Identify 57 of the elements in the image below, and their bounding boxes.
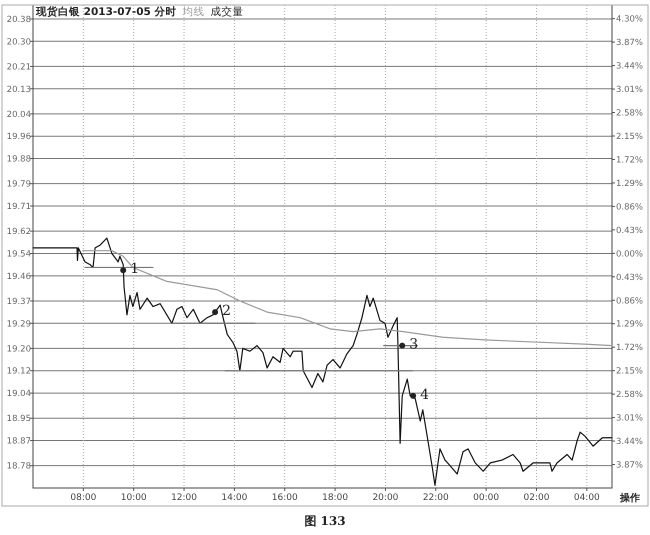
y2-tick-label: 0.43% [616,272,644,283]
y-tick-label: 18.95 [6,414,31,424]
y-tick-label: 19.29 [6,319,31,330]
annotation: 成交量 [210,5,244,18]
y2-tick-label: 0.00% [616,249,644,260]
y-tick-label: 19.46 [6,272,31,282]
y2-tick-label: 3.01% [616,85,644,96]
caption: 图 133 [304,514,346,528]
y2-tick-label: 0.86% [616,202,644,212]
x-tick-label: 16:00 [272,493,298,503]
y-tick-label: 19.04 [6,389,31,400]
x-tick-label: 04:00 [574,493,600,503]
y-tick-label: 20.04 [6,110,31,120]
y2-tick-label: 1.29% [616,178,644,189]
y2-tick-label: 2.15% [616,132,644,142]
text: 操作 [619,492,640,504]
x-tick-label: 20:00 [372,493,399,503]
chart-title: 现货白银 2013-07-05 分时 [35,5,176,18]
y-tick-label: 19.96 [6,132,31,142]
y-tick-label: 20.13 [6,84,31,95]
y2-tick-label: 3.44% [616,437,644,448]
x-tick-label: 12:00 [171,493,198,503]
y-tick-label: 18.78 [6,462,31,472]
y-tick-label: 20.30 [6,37,31,48]
text: 均线 [181,5,204,18]
x-tick-label: 22:00 [422,493,450,503]
y2-tick-label: 1.72% [616,343,644,354]
x-tick-label: 02:00 [524,493,550,503]
y-tick-label: 19.71 [6,202,31,212]
y-tick-label: 19.88 [6,154,31,165]
y-tick-label: 19.20 [6,344,31,354]
y-tick-label: 19.12 [6,366,31,377]
x-tick-label: 08:00 [70,493,97,503]
y2-tick-label: 1.72% [616,155,644,166]
y2-tick-label: 3.01% [616,414,644,424]
y2-tick-label: 1.29% [616,320,644,330]
y-tick-label: 19.37 [6,296,31,307]
y-tick-label: 18.87 [6,436,31,447]
y2-tick-label: 4.30% [616,14,644,25]
y-tick-label: 19.54 [6,249,31,260]
y-tick-label: 19.79 [6,180,31,190]
x-tick-label: 14:00 [221,493,248,503]
y2-tick-label: 2.58% [616,108,644,119]
y2-tick-label: 2.15% [616,366,644,377]
x-tick-label: 18:00 [322,493,348,503]
annotation: 2 [222,303,232,320]
y-tick-label: 19.62 [6,227,31,238]
y-tick-label: 20.21 [6,62,31,72]
x-tick-label: 00:00 [473,493,500,503]
y2-tick-label: 3.44% [616,62,644,72]
y2-tick-label: 3.87% [616,460,644,471]
x-tick-label: 10:00 [120,493,147,503]
y2-tick-label: 0.43% [616,226,644,236]
y2-tick-label: 2.58% [616,390,644,400]
y2-tick-label: 3.87% [616,38,644,48]
y2-tick-label: 0.86% [616,296,644,306]
y-tick-label: 20.38 [6,14,31,25]
